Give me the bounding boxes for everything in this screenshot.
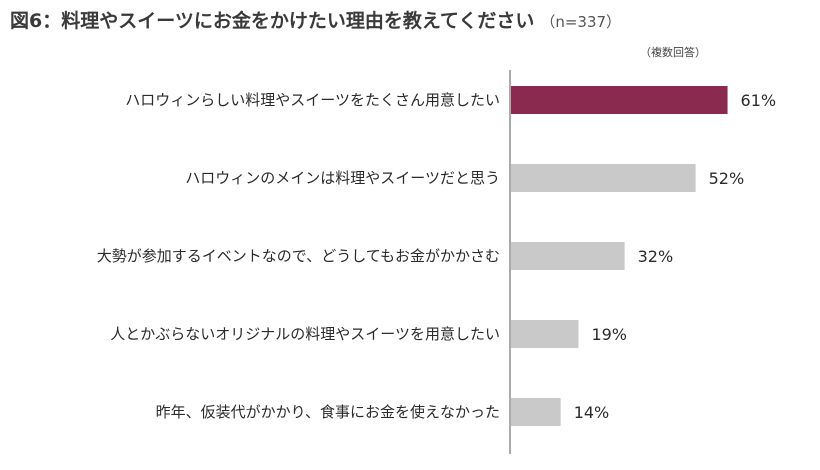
value-label: 14% [574, 403, 610, 422]
multiple-answer-note: （複数回答） [640, 46, 706, 59]
category-label: 人とかぶらないオリジナルの料理やスイーツを用意したい [110, 325, 500, 343]
bar [511, 86, 728, 114]
sample-size: （n=337） [540, 13, 622, 31]
value-label: 61% [741, 91, 777, 110]
category-label: 大勢が参加するイベントなので、どうしてもお金がかかさむ [97, 247, 500, 265]
bar [511, 242, 625, 270]
bar [511, 320, 579, 348]
chart-title: 図6：料理やスイーツにお金をかけたい理由を教えてください （n=337） [10, 6, 621, 33]
category-label: ハロウィンのメインは料理やスイーツだと思う [185, 169, 500, 187]
bar [511, 164, 696, 192]
value-label: 32% [638, 247, 674, 266]
value-label: 52% [709, 169, 745, 188]
category-label: ハロウィンらしい料理やスイーツをたくさん用意したい [125, 91, 500, 109]
value-label: 19% [591, 325, 627, 344]
category-label: 昨年、仮装代がかかり、食事にお金を使えなかった [156, 403, 500, 421]
chart-title-text: 図6：料理やスイーツにお金をかけたい理由を教えてください [10, 10, 535, 32]
bar [511, 398, 561, 426]
